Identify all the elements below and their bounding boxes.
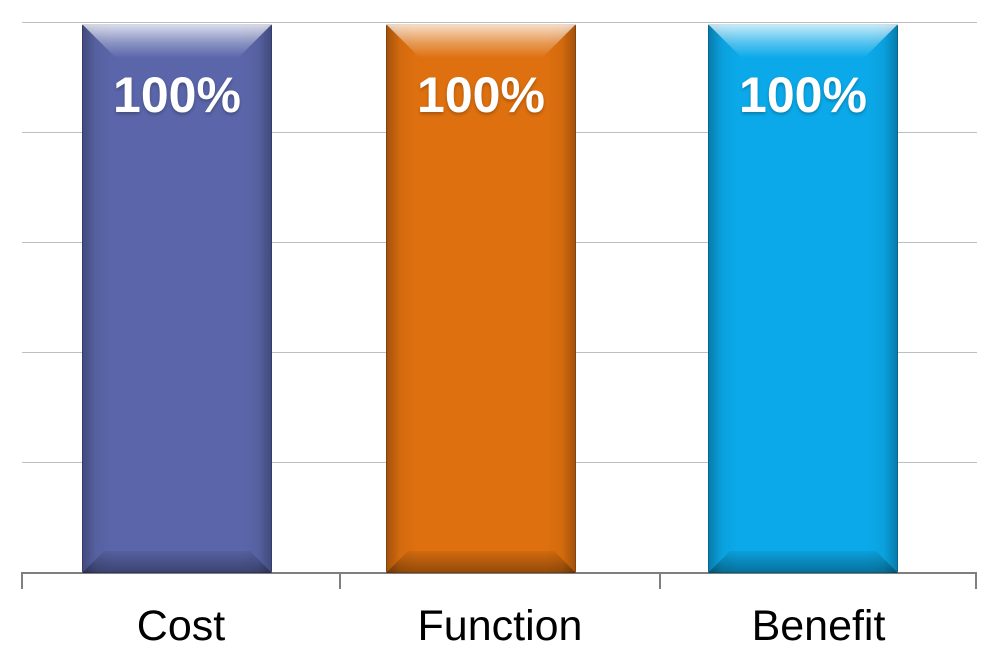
gridline-100pct bbox=[22, 22, 977, 23]
x-axis-line bbox=[21, 572, 977, 574]
category-label-function: Function bbox=[417, 602, 583, 650]
bar-function: 100% bbox=[386, 24, 576, 573]
bar-cost: 100% bbox=[82, 24, 272, 573]
category-label-benefit: Benefit bbox=[751, 602, 886, 650]
data-label-benefit: 100% bbox=[739, 67, 867, 123]
data-label-cost: 100% bbox=[113, 67, 241, 123]
x-axis-tick bbox=[975, 572, 977, 589]
x-axis-tick bbox=[659, 572, 661, 589]
category-label-cost: Cost bbox=[136, 602, 226, 650]
x-axis-tick bbox=[339, 572, 341, 589]
data-label-function: 100% bbox=[417, 67, 545, 123]
bar-benefit: 100% bbox=[708, 24, 898, 573]
x-axis-tick bbox=[21, 572, 23, 589]
